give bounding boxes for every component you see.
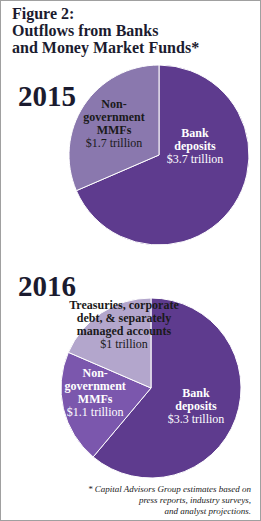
slice-label: Treasuries, corporatedebt, & separatelym… (69, 298, 179, 338)
footnote: * Capital Advisors Group estimates based… (88, 484, 252, 494)
slice-label-line: government (83, 110, 144, 124)
value-label: $1.7 trillion (86, 136, 143, 150)
slice-label: Bankdeposits (175, 386, 217, 413)
slice-label-line: MMFs (97, 123, 132, 137)
slice-label-line: government (65, 379, 126, 393)
slice-label: Bankdeposits (174, 126, 216, 153)
slice-label-line: Non- (83, 366, 108, 380)
slice-label-line: debt, & separately (77, 311, 171, 325)
slice-label-line: Non- (101, 97, 126, 111)
slice-label: Non-governmentMMFs (83, 97, 144, 137)
figure: Figure 2:Outflows from Banksand Money Ma… (0, 0, 261, 521)
value-label: $1 trillion (100, 337, 148, 351)
slices (61, 298, 241, 478)
slice-label-line: MMFs (78, 392, 113, 406)
pie-slice (69, 65, 159, 191)
slice-label-line: managed accounts (77, 324, 172, 338)
figure-title: Outflows from Banks (12, 22, 158, 39)
figure-title: Figure 2: (12, 5, 74, 23)
border (1, 1, 261, 521)
footnote: and analyst projections. (165, 506, 251, 516)
footnote: press reports, industry surveys, (138, 495, 251, 505)
chart-title: 2015 (18, 80, 76, 112)
pie-chart: 2015 Bankdeposits$3.7 trillion Non-governm… (18, 65, 249, 245)
slice-label-line: deposits (175, 399, 217, 413)
pie-chart: 2016 Bankdeposits$3.3 trillion Non-governm… (18, 270, 241, 478)
slice-label-line: Treasuries, corporate (69, 298, 179, 312)
value-label: $3.7 trillion (167, 152, 224, 166)
chart-title: 2016 (18, 270, 76, 302)
slice-label-line: Bank (182, 386, 210, 400)
slice-label-line: Bank (181, 126, 209, 140)
figure-title: and Money Market Funds* (12, 39, 199, 57)
slices (69, 65, 249, 245)
value-label: $3.3 trillion (168, 412, 225, 426)
value-label: $1.1 trillion (67, 405, 124, 419)
slice-label-line: deposits (174, 139, 216, 153)
slice-label: Non-governmentMMFs (65, 366, 126, 406)
